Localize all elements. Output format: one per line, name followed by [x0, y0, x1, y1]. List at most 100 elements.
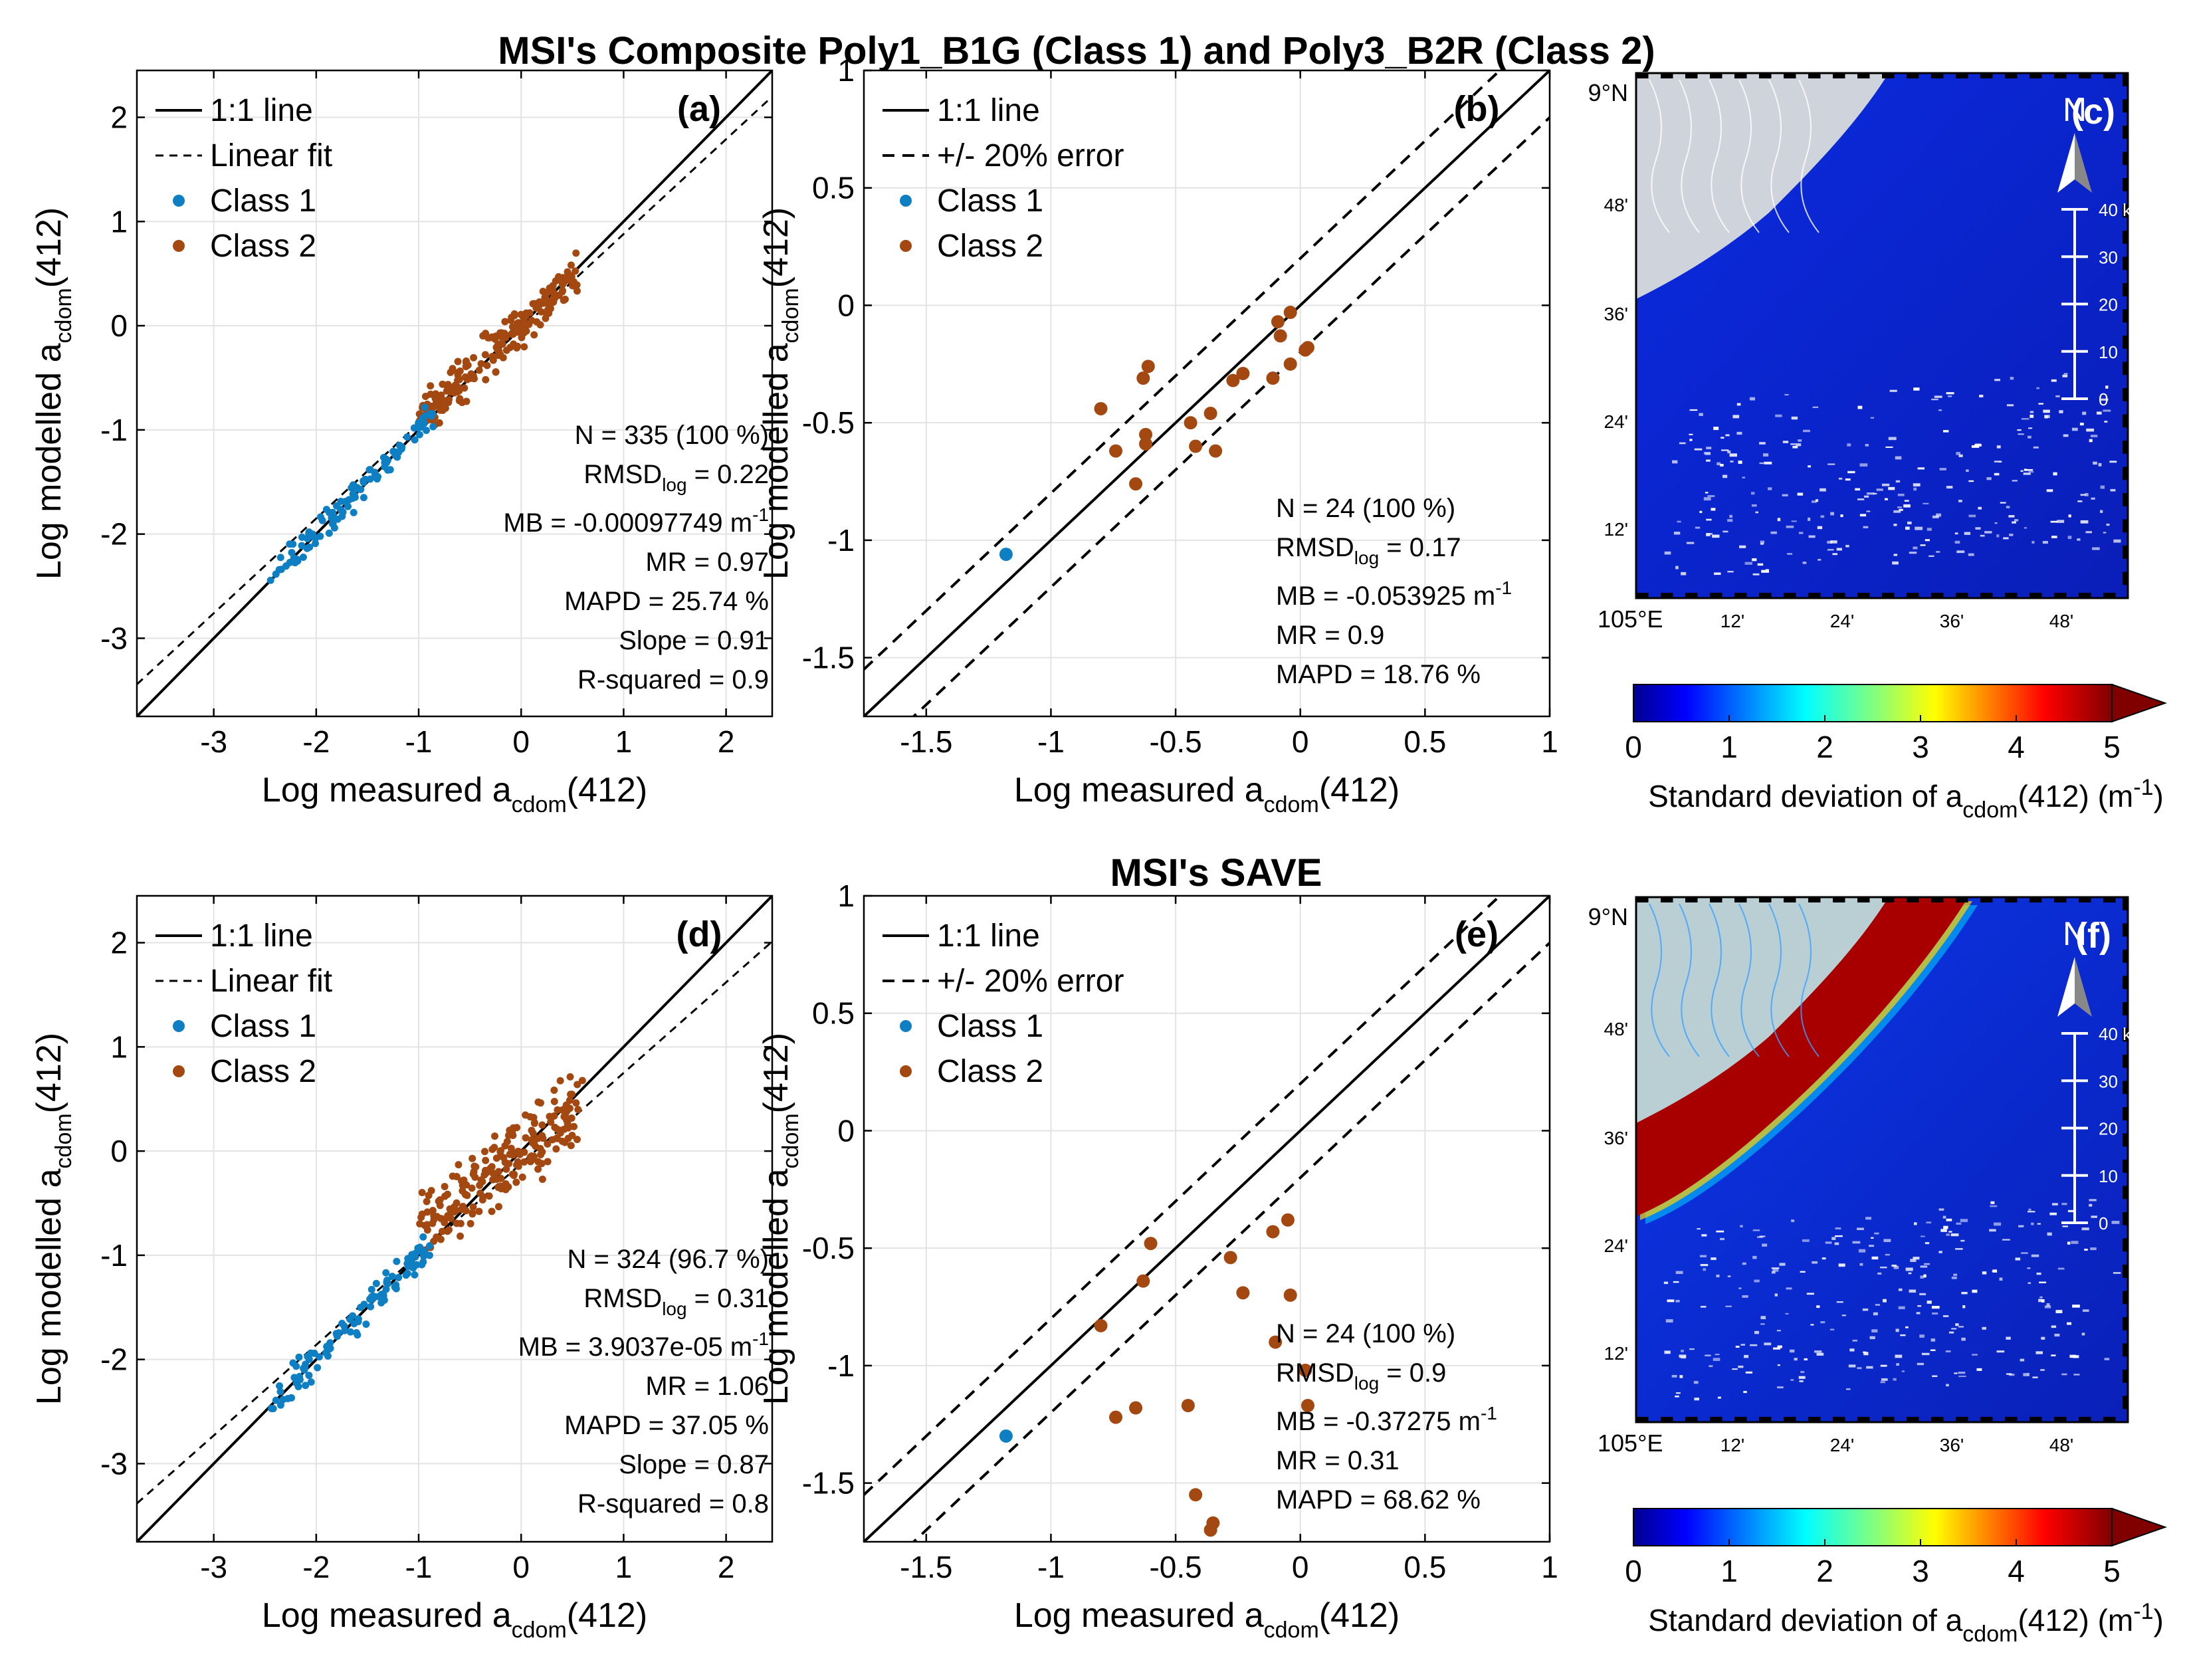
class2-point: [558, 1137, 566, 1145]
class2-point: [1136, 1274, 1150, 1288]
class1-point: [322, 506, 330, 514]
cloud-speckle: [1913, 487, 1917, 491]
cloud-speckle: [1862, 1308, 1869, 1311]
cloud-speckle: [1899, 508, 1903, 511]
cloud-speckle: [1817, 526, 1823, 530]
map-border-tick: [2123, 1002, 2128, 1015]
cloud-speckle: [1697, 1228, 1701, 1230]
class2-point: [520, 1158, 528, 1166]
cloud-speckle: [2104, 421, 2108, 423]
cloud-speckle: [1931, 398, 1938, 401]
cloud-speckle: [1791, 520, 1797, 522]
cloud-speckle: [1775, 414, 1782, 417]
legend-class2-label: Class 2: [210, 1054, 316, 1089]
x-axis-label-sub: cdom: [1264, 792, 1319, 817]
class2-point: [468, 1209, 476, 1217]
class1-point: [323, 1342, 331, 1350]
y-tick-label: 2: [110, 926, 128, 960]
map-border-tick: [2123, 441, 2128, 454]
cloud-speckle: [2010, 377, 2014, 380]
cloud-speckle: [1958, 1372, 1966, 1374]
class1-point: [372, 1279, 380, 1287]
legend-one-to-one-label: 1:1 line: [210, 93, 313, 128]
cloud-speckle: [1879, 1266, 1887, 1269]
class2-point: [1299, 1363, 1312, 1377]
class2-point: [529, 1129, 537, 1137]
legend-class1-label: Class 1: [210, 183, 316, 219]
map-border-tick: [1636, 73, 1649, 78]
cloud-speckle: [2023, 1373, 2027, 1376]
north-arrow-icon: [2075, 133, 2092, 193]
cloud-speckle: [1982, 1326, 1986, 1330]
class1-point: [371, 1293, 379, 1301]
class2-point: [502, 346, 510, 354]
cloud-speckle: [1869, 1245, 1875, 1247]
cloud-speckle: [1919, 1293, 1926, 1296]
cloud-speckle: [1791, 416, 1798, 420]
legend-class1-label: Class 1: [937, 1009, 1043, 1044]
map-border-tick: [2123, 126, 2128, 139]
cloud-speckle: [2055, 1310, 2063, 1314]
map-border-tick: [1907, 593, 1919, 598]
class2-point: [457, 1232, 465, 1240]
cloud-speckle: [1978, 506, 1982, 510]
x-tick-label: 2: [718, 1550, 735, 1584]
map-border-tick: [1907, 897, 1919, 902]
colorbar-label-tail: (412) (m: [2018, 1603, 2133, 1637]
cloud-speckle: [1955, 1248, 1963, 1250]
map-border-tick: [1808, 897, 1821, 902]
cloud-speckle: [1792, 445, 1798, 449]
class2-point: [536, 1144, 544, 1152]
map-border-tick: [2029, 593, 2042, 598]
class2-point: [570, 278, 577, 286]
map-border-tick: [1833, 1417, 1845, 1422]
map-border-tick: [1857, 1417, 1870, 1422]
legend-class1-label: Class 1: [210, 1009, 316, 1044]
cloud-speckle: [1760, 543, 1764, 545]
cloud-speckle: [1910, 1259, 1917, 1262]
cloud-speckle: [2028, 1282, 2031, 1284]
stat-text: MB = -0.00097749 m: [503, 508, 752, 538]
cloud-speckle: [1729, 453, 1737, 457]
class2-point: [1283, 306, 1297, 320]
class2-point: [1271, 315, 1285, 329]
cloud-speckle: [1960, 1239, 1965, 1242]
cloud-speckle: [1820, 1320, 1825, 1324]
y-axis-label-main: Log modelled a: [757, 343, 795, 579]
scale-bar-label: 20: [2099, 1119, 2118, 1139]
map-border-tick: [1956, 593, 1968, 598]
class1-point: [360, 494, 367, 502]
map-border-tick: [2123, 1107, 2128, 1120]
y-axis-label: Log modelled acdom(412): [757, 1033, 803, 1405]
cloud-speckle: [2037, 1223, 2041, 1225]
x-axis-label: Log measured acdom(412): [1014, 1596, 1400, 1643]
cloud-speckle: [1871, 1329, 1878, 1333]
cloud-speckle: [1816, 1305, 1820, 1309]
stat-text: RMSD: [583, 460, 662, 489]
colorbar-extension: [2111, 683, 2168, 723]
legend-error-label: +/- 20% error: [937, 138, 1124, 173]
stat-line: Slope = 0.91: [619, 626, 769, 655]
y-axis-label-sub: cdom: [51, 1113, 76, 1168]
cloud-speckle: [1679, 442, 1686, 445]
cloud-speckle: [1742, 1262, 1746, 1265]
map-border-tick: [1784, 73, 1796, 78]
map-border-tick: [2123, 1265, 2128, 1278]
map-border-tick: [2005, 73, 2018, 78]
class1-point: [276, 1382, 284, 1390]
y-tick-label: 1: [110, 1029, 128, 1064]
y-tick-label: -1: [100, 1238, 128, 1273]
cloud-speckle: [1960, 1219, 1968, 1222]
cloud-speckle: [1664, 551, 1671, 555]
stat-line: R-squared = 0.8: [577, 1489, 769, 1519]
map-border-tick: [1661, 593, 1673, 598]
cloud-speckle: [1956, 550, 1965, 554]
cloud-speckle: [1955, 1323, 1959, 1326]
cloud-speckle: [2109, 461, 2117, 463]
map-border-tick: [1931, 897, 1944, 902]
class1-point: [421, 1247, 429, 1255]
class1-point: [276, 1401, 284, 1409]
cloud-speckle: [1693, 1380, 1699, 1384]
class1-point: [300, 1366, 308, 1374]
reference-lines: [864, 70, 1550, 716]
